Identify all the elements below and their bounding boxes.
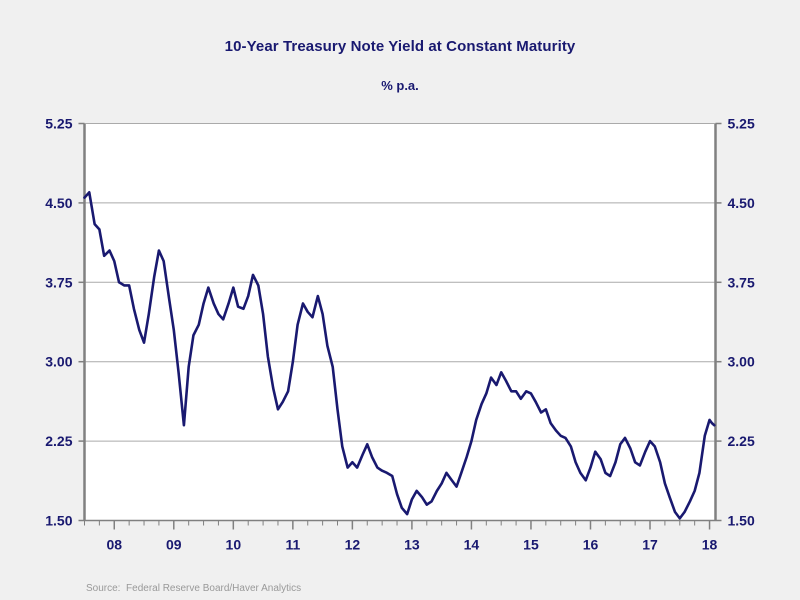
y-axis-tick-label-left: 3.00 (45, 354, 72, 370)
x-axis-tick-label: 17 (642, 537, 658, 553)
x-axis-labels: 08 09 10 11 12 13 14 15 16 17 18 (106, 537, 717, 553)
x-axis-tick-label: 15 (523, 537, 539, 553)
y-axis-labels-left: 1.50 2.25 3.00 3.75 4.50 5.25 (45, 116, 72, 529)
x-axis-tick-label: 12 (345, 537, 361, 553)
plot-background (84, 123, 716, 521)
x-axis-tick-label: 10 (226, 537, 242, 553)
chart-title: 10-Year Treasury Note Yield at Constant … (224, 38, 576, 55)
chart-subtitle: % p.a. (381, 78, 419, 93)
y-axis-tick-label-right: 1.50 (728, 513, 755, 529)
y-axis-tick-label-left: 4.50 (45, 195, 72, 211)
x-axis-tick-label: 08 (106, 537, 122, 553)
y-axis-tick-label-right: 3.00 (728, 354, 755, 370)
axis-lines (78, 122, 722, 522)
y-axis-tick-label-left: 5.25 (45, 116, 72, 132)
y-axis-labels-right: 1.50 2.25 3.00 3.75 4.50 5.25 (728, 116, 755, 529)
x-axis-tick-label: 14 (464, 537, 480, 553)
x-axis-tick-label: 16 (583, 537, 599, 553)
y-axis-tick-label-left: 2.25 (45, 433, 72, 449)
data-series-line (83, 191, 716, 520)
x-axis-tick-label: 09 (166, 537, 182, 553)
x-axis-ticks (84, 520, 711, 530)
x-axis-tick-label: 11 (285, 537, 300, 553)
y-axis-tick-label-right: 4.50 (728, 195, 755, 211)
y-axis-tick-label-left: 1.50 (45, 513, 72, 529)
y-axis-tick-label-left: 3.75 (45, 274, 72, 290)
x-axis-tick-label: 18 (702, 537, 718, 553)
y-axis-tick-label-right: 5.25 (728, 116, 755, 132)
x-axis-tick-label: 13 (404, 537, 420, 553)
source-note: Source: Federal Reserve Board/Haver Anal… (86, 583, 302, 594)
y-axis-tick-label-right: 2.25 (728, 433, 755, 449)
y-axis-tick-label-right: 3.75 (728, 274, 755, 290)
